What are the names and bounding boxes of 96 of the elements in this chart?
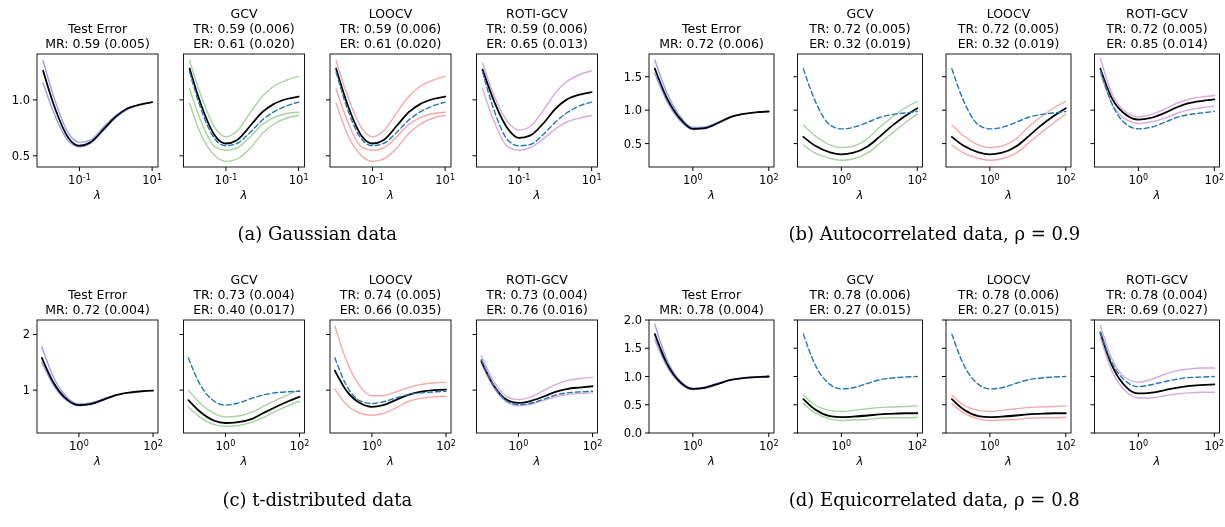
chart-subtitle: TR: 0.72 (0.005) ER: 0.32 (0.019) — [956, 21, 1060, 51]
x-tick-label: 10$^{2}$ — [907, 172, 928, 187]
chart-title: ROTI-GCV — [1126, 6, 1189, 21]
x-axis-title: λ — [239, 188, 248, 202]
x-tick-label: 10$^{2}$ — [907, 438, 928, 453]
x-tick-label: 10$^{2}$ — [1204, 438, 1225, 453]
x-axis-title: λ — [1004, 454, 1012, 468]
chart-subtitle: MR: 0.78 (0.004) — [659, 302, 764, 317]
x-axis-title: λ — [707, 454, 715, 468]
x-tick-label: 10$^{1}$ — [288, 172, 309, 187]
chart-subtitle: MR: 0.72 (0.004) — [45, 302, 150, 317]
chart-title: ROTI-GCV — [506, 272, 569, 287]
x-axis-title: λ — [93, 188, 101, 202]
chart-subtitle: MR: 0.59 (0.005) — [45, 36, 150, 51]
x-tick-label: 10$^{0}$ — [69, 438, 89, 453]
x-tick-label: 10$^{2}$ — [582, 438, 603, 453]
x-tick-label: 10$^{-1}$ — [68, 172, 91, 187]
chart-subtitle: TR: 0.74 (0.005) ER: 0.66 (0.035) — [338, 287, 442, 317]
chart-subtitle: MR: 0.72 (0.006) — [659, 36, 764, 51]
x-tick-label: 10$^{0}$ — [1128, 172, 1149, 187]
chart-title: GCV — [846, 272, 874, 287]
y-tick-label: 1 — [22, 383, 30, 398]
chart-subtitle: TR: 0.73 (0.004) ER: 0.76 (0.016) — [485, 287, 588, 317]
x-tick-label: 10$^{1}$ — [142, 172, 163, 187]
text: (c) t-distributed data — [222, 489, 413, 510]
y-tick-label: 0.0 — [623, 426, 642, 440]
x-tick-label: 10$^{-1}$ — [214, 172, 238, 187]
x-tick-label: 10$^{2}$ — [1055, 172, 1076, 187]
text: (b) Autocorrelated data, ρ = 0.9 — [788, 223, 1081, 244]
chart-title: Test Error — [680, 287, 742, 302]
y-tick-label: 1.0 — [623, 103, 642, 118]
chart-subtitle: TR: 0.59 (0.006) ER: 0.61 (0.020) — [192, 21, 295, 51]
chart-title: ROTI-GCV — [1126, 272, 1189, 287]
chart-title: Test Error — [66, 287, 128, 302]
x-tick-label: 10$^{2}$ — [758, 172, 779, 187]
chart-subtitle: TR: 0.78 (0.006) ER: 0.27 (0.015) — [808, 287, 911, 317]
x-axis-title: λ — [1152, 454, 1161, 468]
text: (d) Equicorrelated data, ρ = 0.8 — [788, 489, 1080, 510]
x-axis-title: λ — [1004, 188, 1012, 202]
x-tick-label: 10$^{1}$ — [435, 172, 456, 187]
y-tick-label: 1.5 — [623, 69, 642, 84]
x-tick-label: 10$^{2}$ — [143, 438, 163, 453]
x-tick-label: 10$^{-1}$ — [507, 172, 531, 187]
chart-subtitle: TR: 0.73 (0.004) ER: 0.40 (0.017) — [192, 287, 295, 317]
x-tick-label: 10$^{2}$ — [436, 438, 456, 453]
x-tick-label: 10$^{1}$ — [581, 172, 602, 187]
x-tick-label: 10$^{0}$ — [979, 438, 1000, 453]
chart-title: Test Error — [680, 21, 742, 36]
x-axis-title: λ — [386, 188, 394, 202]
chart-title: LOOCV — [368, 272, 413, 287]
x-tick-label: 10$^{0}$ — [979, 172, 1000, 187]
x-tick-label: 10$^{0}$ — [831, 172, 852, 187]
x-tick-label: 10$^{2}$ — [1055, 438, 1076, 453]
chart-subtitle: TR: 0.72 (0.005) ER: 0.32 (0.019) — [808, 21, 911, 51]
chart-title: Test Error — [66, 21, 128, 36]
x-tick-label: 10$^{0}$ — [362, 438, 382, 453]
x-tick-label: 10$^{0}$ — [682, 172, 703, 187]
chart-title: LOOCV — [986, 6, 1031, 21]
chart-subtitle: TR: 0.59 (0.006) ER: 0.61 (0.020) — [338, 21, 442, 51]
y-tick-label: 0.5 — [623, 397, 642, 412]
chart-title: LOOCV — [368, 6, 413, 21]
x-tick-label: 10$^{0}$ — [1128, 438, 1149, 453]
y-tick-label: 1.0 — [623, 369, 642, 384]
chart-subtitle: TR: 0.72 (0.005) ER: 0.85 (0.014) — [1105, 21, 1208, 51]
text: (a) Gaussian data — [237, 223, 398, 244]
y-tick-label: 1.0 — [11, 92, 30, 107]
chart-title: LOOCV — [986, 272, 1031, 287]
x-axis-title: λ — [855, 188, 864, 202]
x-tick-label: 10$^{2}$ — [289, 438, 310, 453]
y-tick-label: 2 — [22, 327, 30, 342]
chart-title: GCV — [230, 272, 258, 287]
x-tick-label: 10$^{0}$ — [508, 438, 529, 453]
x-tick-label: 10$^{2}$ — [758, 438, 779, 453]
y-tick-label: 0.5 — [11, 148, 30, 163]
x-tick-label: 10$^{-1}$ — [361, 172, 384, 187]
y-tick-label: 2.0 — [623, 313, 642, 327]
y-tick-label: 1.5 — [623, 341, 642, 356]
y-tick-label: 0.5 — [623, 136, 642, 151]
chart-subtitle: TR: 0.78 (0.004) ER: 0.69 (0.027) — [1105, 287, 1208, 317]
x-axis-title: λ — [386, 454, 394, 468]
chart-title: GCV — [846, 6, 874, 21]
x-axis-title: λ — [707, 188, 715, 202]
chart-title: GCV — [230, 6, 258, 21]
chart-title: ROTI-GCV — [506, 6, 569, 21]
x-axis-title: λ — [532, 188, 541, 202]
x-tick-label: 10$^{0}$ — [215, 438, 236, 453]
x-axis-title: λ — [532, 454, 541, 468]
x-axis-title: λ — [239, 454, 248, 468]
x-axis-title: λ — [855, 454, 864, 468]
x-tick-label: 10$^{2}$ — [1204, 172, 1225, 187]
x-axis-title: λ — [1152, 188, 1161, 202]
chart-subtitle: TR: 0.78 (0.006) ER: 0.27 (0.015) — [956, 287, 1060, 317]
x-axis-title: λ — [93, 454, 101, 468]
chart-subtitle: TR: 0.59 (0.006) ER: 0.65 (0.013) — [485, 21, 588, 51]
x-tick-label: 10$^{0}$ — [831, 438, 852, 453]
x-tick-label: 10$^{0}$ — [682, 438, 703, 453]
